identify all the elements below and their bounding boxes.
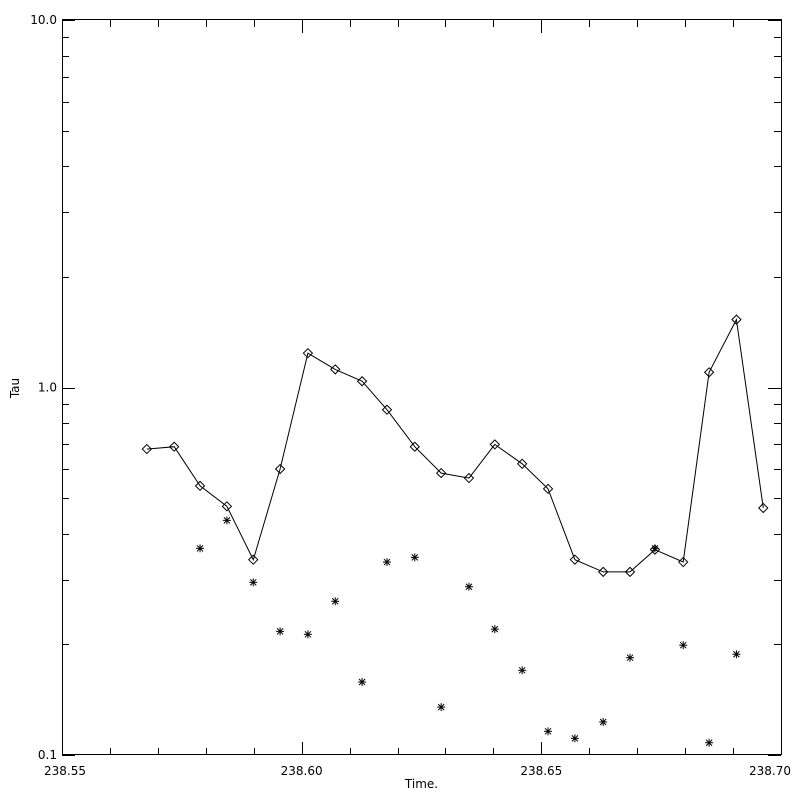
axis-labels: 238.55 238.60 238.65 238.70 0.1 1.0 10.0 Time. T…	[8, 13, 791, 791]
asterisk-marker	[518, 666, 527, 675]
diamond-marker	[221, 501, 233, 512]
diamond-marker	[141, 443, 153, 455]
asterisk-marker	[705, 738, 714, 747]
asterisk-marker	[464, 582, 473, 591]
data-series	[141, 314, 769, 747]
diamond-marker	[381, 404, 393, 415]
plot-frame	[62, 19, 782, 755]
diamond-marker	[542, 483, 554, 495]
x-tick-label: 238.55	[44, 764, 86, 778]
y-tick-label: 10.0	[30, 13, 57, 27]
diamond-marker	[302, 347, 314, 359]
diamond-marker	[194, 480, 206, 492]
y-tick-label: 1.0	[38, 381, 57, 395]
asterisk-marker	[410, 553, 419, 562]
diamond-marker	[330, 364, 341, 375]
asterisk-marker	[490, 625, 499, 634]
diamond-marker	[597, 566, 609, 578]
diamond-marker	[274, 463, 286, 475]
diamond-marker	[758, 502, 769, 514]
diamond-marker	[409, 441, 420, 452]
y-tick-label: 0.1	[38, 748, 57, 762]
asterisk-marker	[626, 653, 635, 662]
diamond-marker	[489, 439, 501, 450]
tau-line-line	[146, 317, 764, 573]
asterisk-marker	[650, 544, 659, 553]
diamond-marker	[678, 556, 689, 568]
asterisk-marker	[599, 717, 608, 726]
asterisk-marker	[196, 544, 205, 553]
asterisk-marker	[358, 677, 367, 686]
x-tick-label: 238.70	[749, 764, 791, 778]
diamond-marker	[731, 314, 742, 325]
diamond-marker	[703, 367, 715, 378]
diamond-marker	[435, 467, 447, 479]
asterisk-marker	[331, 597, 340, 606]
asterisk-marker	[437, 703, 446, 712]
axis-ticks	[62, 20, 782, 756]
diamond-marker	[356, 376, 368, 387]
asterisk-marker	[276, 627, 285, 636]
diamond-marker	[463, 472, 475, 484]
asterisk-marker	[570, 734, 579, 743]
diamond-marker	[248, 554, 259, 565]
x-tick-label: 238.65	[520, 764, 562, 778]
asterisk-marker	[544, 727, 553, 736]
asterisk-marker	[249, 578, 258, 587]
asterisk-marker	[679, 641, 688, 650]
x-tick-label: 238.60	[281, 764, 323, 778]
x-axis-title: Time.	[404, 777, 438, 791]
asterisk-marker	[382, 558, 391, 567]
plot-border	[62, 19, 782, 755]
diamond-marker	[624, 566, 636, 578]
asterisk-marker	[732, 650, 741, 659]
y-axis-title: Tau	[8, 378, 22, 399]
diamond-marker	[569, 554, 581, 565]
diamond-marker	[516, 458, 528, 470]
asterisk-marker	[222, 516, 231, 525]
asterisk-marker	[303, 630, 312, 639]
diamond-marker	[168, 441, 180, 452]
